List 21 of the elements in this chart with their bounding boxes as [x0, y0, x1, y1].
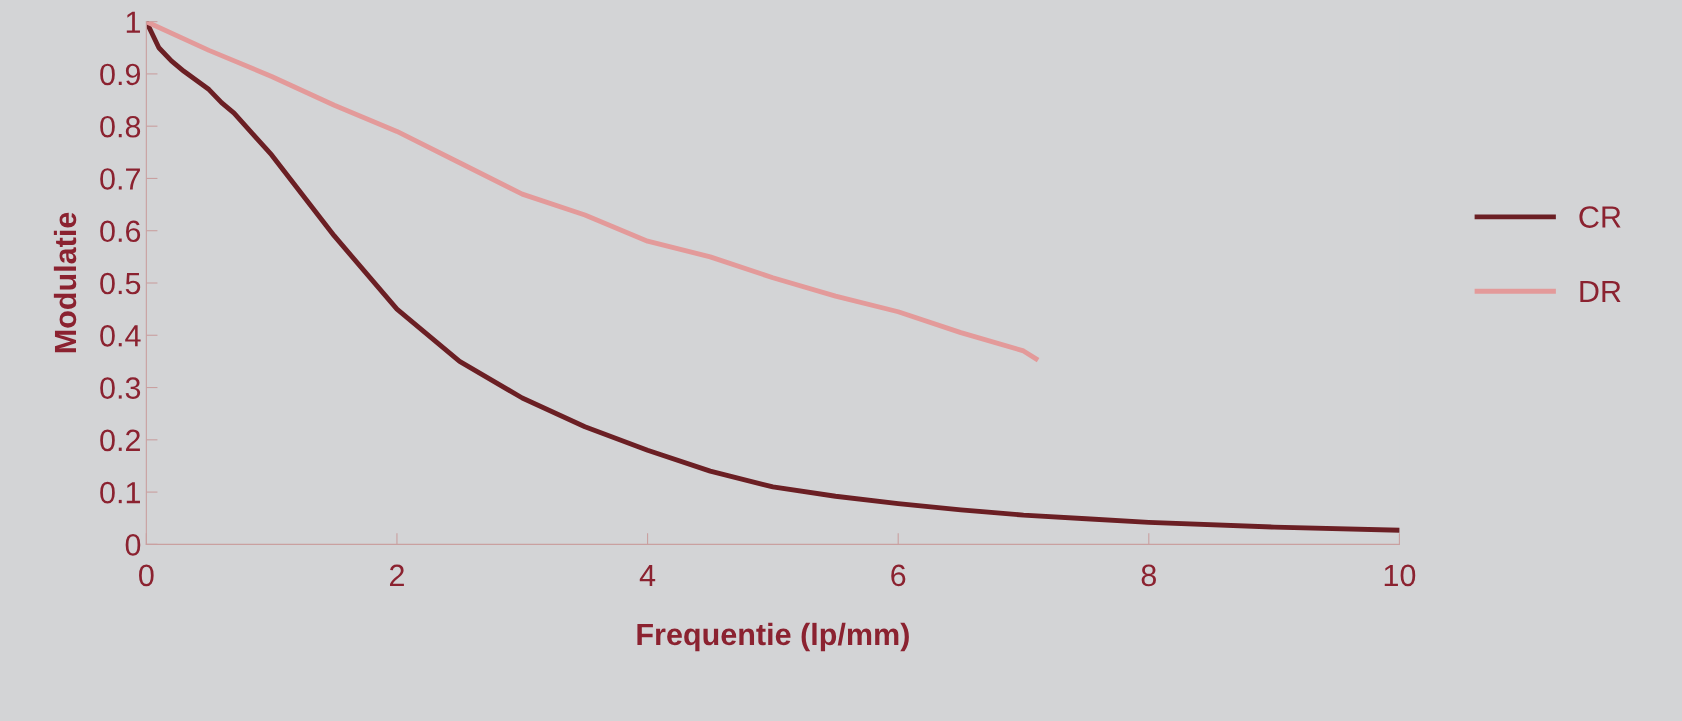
y-tick-label: 0.7	[100, 168, 140, 190]
x-tick-label: 2	[389, 564, 404, 586]
y-tick-label: 0.3	[100, 377, 141, 399]
y-tick-label: 1	[126, 11, 140, 33]
y-tick-label: 0.9	[100, 63, 141, 86]
y-tick-label: 0.1	[100, 481, 140, 504]
legend-label: DR	[1580, 280, 1621, 302]
x-tick-label: 8	[1141, 564, 1156, 587]
y-tick-label: 0	[125, 534, 141, 556]
y-tick-label: 0.2	[100, 429, 140, 452]
x-tick-label: 6	[891, 564, 906, 587]
y-axis-title: Modulatie	[53, 212, 77, 353]
legend-label: CR	[1579, 206, 1621, 228]
y-tick-label: 0.6	[100, 220, 141, 243]
y-tick-label: 0.4	[100, 325, 141, 347]
y-tick-label: 0.8	[100, 115, 141, 138]
x-axis-title: Frequentie (lp/mm)	[637, 622, 909, 652]
x-tick-label: 4	[639, 564, 656, 586]
y-tick-label: 0.5	[100, 272, 141, 295]
x-tick-label: 10	[1384, 564, 1416, 587]
line-series	[146, 21, 1039, 362]
